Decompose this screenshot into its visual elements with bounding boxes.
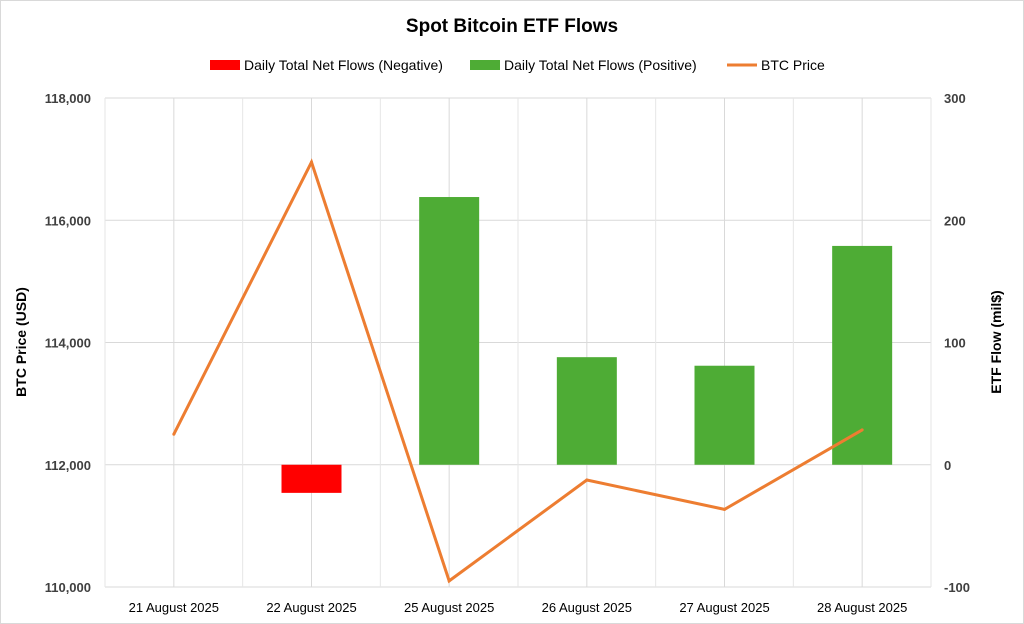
positive-flow-bar: [694, 365, 755, 465]
legend-label-positive: Daily Total Net Flows (Positive): [504, 57, 697, 73]
right-axis-ticks: -100 0 100 200 300: [944, 91, 970, 595]
x-tick-label: 25 August 2025: [404, 600, 494, 615]
legend-label-price: BTC Price: [761, 57, 825, 73]
btc-price-point: [172, 432, 176, 436]
gridlines: [104, 97, 932, 588]
btc-price-point: [447, 579, 451, 583]
legend-swatch-positive: [470, 60, 500, 70]
chart-title: Spot Bitcoin ETF Flows: [406, 16, 618, 37]
positive-flow-bar: [419, 197, 480, 465]
legend-swatch-negative: [210, 60, 240, 70]
x-tick-label: 27 August 2025: [679, 600, 769, 615]
right-tick-label: 0: [944, 458, 951, 473]
btc-price-line: [172, 158, 863, 584]
legend-label-negative: Daily Total Net Flows (Negative): [244, 57, 443, 73]
legend: Daily Total Net Flows (Negative) Daily T…: [210, 57, 825, 73]
positive-flow-bar: [556, 357, 617, 465]
x-tick-label: 22 August 2025: [266, 600, 356, 615]
bars: [281, 197, 893, 493]
left-tick-label: 112,000: [45, 458, 91, 473]
negative-flow-bar: [281, 464, 342, 493]
left-tick-label: 110,000: [45, 580, 91, 595]
btc-price-point: [585, 478, 589, 482]
positive-flow-bar: [832, 245, 893, 465]
left-tick-label: 114,000: [45, 336, 91, 351]
left-axis-title: BTC Price (USD): [13, 287, 29, 397]
btc-price-point: [860, 428, 864, 432]
x-tick-label: 21 August 2025: [129, 600, 219, 615]
right-tick-label: 100: [944, 336, 966, 351]
btc-price-point: [310, 160, 313, 164]
x-tick-label: 28 August 2025: [817, 600, 907, 615]
left-tick-label: 118,000: [45, 91, 91, 106]
right-tick-label: 200: [944, 213, 966, 228]
left-tick-label: 116,000: [45, 213, 91, 228]
right-axis-title: ETF Flow (mil$): [988, 290, 1004, 393]
price-line-group: [172, 158, 864, 584]
x-tick-label: 26 August 2025: [542, 600, 632, 615]
right-tick-label: 300: [944, 91, 966, 106]
left-axis-ticks: 110,000 112,000 114,000 116,000 118,000: [45, 91, 91, 595]
btc-price-point: [723, 507, 726, 511]
right-tick-label: -100: [944, 580, 970, 595]
x-axis-labels: 21 August 2025 22 August 2025 25 August 20…: [129, 600, 908, 615]
